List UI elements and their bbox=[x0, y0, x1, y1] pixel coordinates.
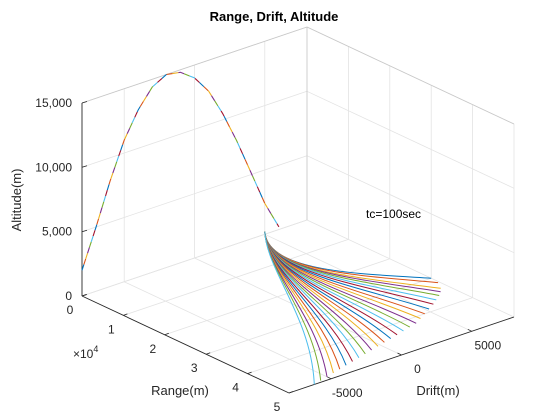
x-tick-label: 0 bbox=[67, 303, 74, 317]
y-tick-mark bbox=[327, 376, 332, 380]
series-lines bbox=[81, 71, 441, 385]
x-tick-mark bbox=[164, 332, 169, 336]
x-axis-label: Range(m) bbox=[151, 383, 209, 398]
grid-left-z bbox=[81, 155, 308, 233]
edge-top-right bbox=[306, 26, 515, 125]
y-tick-label: 0 bbox=[414, 362, 421, 376]
z-tick-mark bbox=[81, 229, 88, 233]
descent-line bbox=[264, 231, 315, 385]
edge-top-left bbox=[81, 26, 308, 104]
x-tick-label: 2 bbox=[149, 342, 156, 356]
z-tick-mark bbox=[81, 165, 88, 168]
x-tick-mark bbox=[81, 294, 87, 297]
x-tick-mark bbox=[206, 352, 211, 355]
right-wall-pane bbox=[307, 27, 514, 317]
x-axis-line bbox=[81, 295, 290, 394]
axis-edges bbox=[81, 26, 515, 394]
x-tick-mark bbox=[247, 371, 252, 374]
x-tick-label: 3 bbox=[191, 361, 198, 375]
x-tick-label: 5 bbox=[274, 400, 281, 411]
y-axis-label: Drift(m) bbox=[416, 383, 459, 398]
grid-right-z bbox=[306, 90, 515, 189]
grid-right-z bbox=[306, 155, 515, 254]
chart-title: Range, Drift, Altitude bbox=[210, 9, 339, 24]
z-tick-label: 15,000 bbox=[35, 96, 72, 110]
x-tick-label: 1 bbox=[108, 322, 115, 336]
x-tick-label: 4 bbox=[232, 381, 239, 395]
ascent-line bbox=[81, 71, 280, 271]
z-tick-mark bbox=[81, 101, 88, 104]
grid-floor-y bbox=[194, 257, 402, 356]
z-tick-label: 10,000 bbox=[35, 160, 72, 174]
tick-labels: 0 5,000 10,000 15,000 0 1 2 3 4 5 -5000 0 5000 bbox=[35, 96, 501, 411]
ascent-line bbox=[81, 71, 280, 271]
y-tick-label: -5000 bbox=[332, 386, 363, 400]
z-tick-label: 5,000 bbox=[42, 225, 72, 239]
z-tick-label: 0 bbox=[65, 289, 72, 303]
y-tick-mark bbox=[467, 328, 472, 332]
annotation-tc: tc=100sec bbox=[366, 207, 421, 221]
y-tick-mark bbox=[397, 352, 402, 356]
x-tick-mark bbox=[123, 313, 128, 316]
grid-right-z bbox=[306, 219, 515, 318]
ascent-line bbox=[81, 71, 280, 271]
y-tick-label: 5000 bbox=[474, 338, 501, 352]
grid-floor-y bbox=[124, 281, 332, 380]
grid-left-z bbox=[81, 219, 308, 297]
z-axis-label: Altitude(m) bbox=[9, 169, 24, 232]
x-exponent-label: ×104 bbox=[73, 344, 98, 361]
x-tick-mark bbox=[288, 391, 294, 394]
